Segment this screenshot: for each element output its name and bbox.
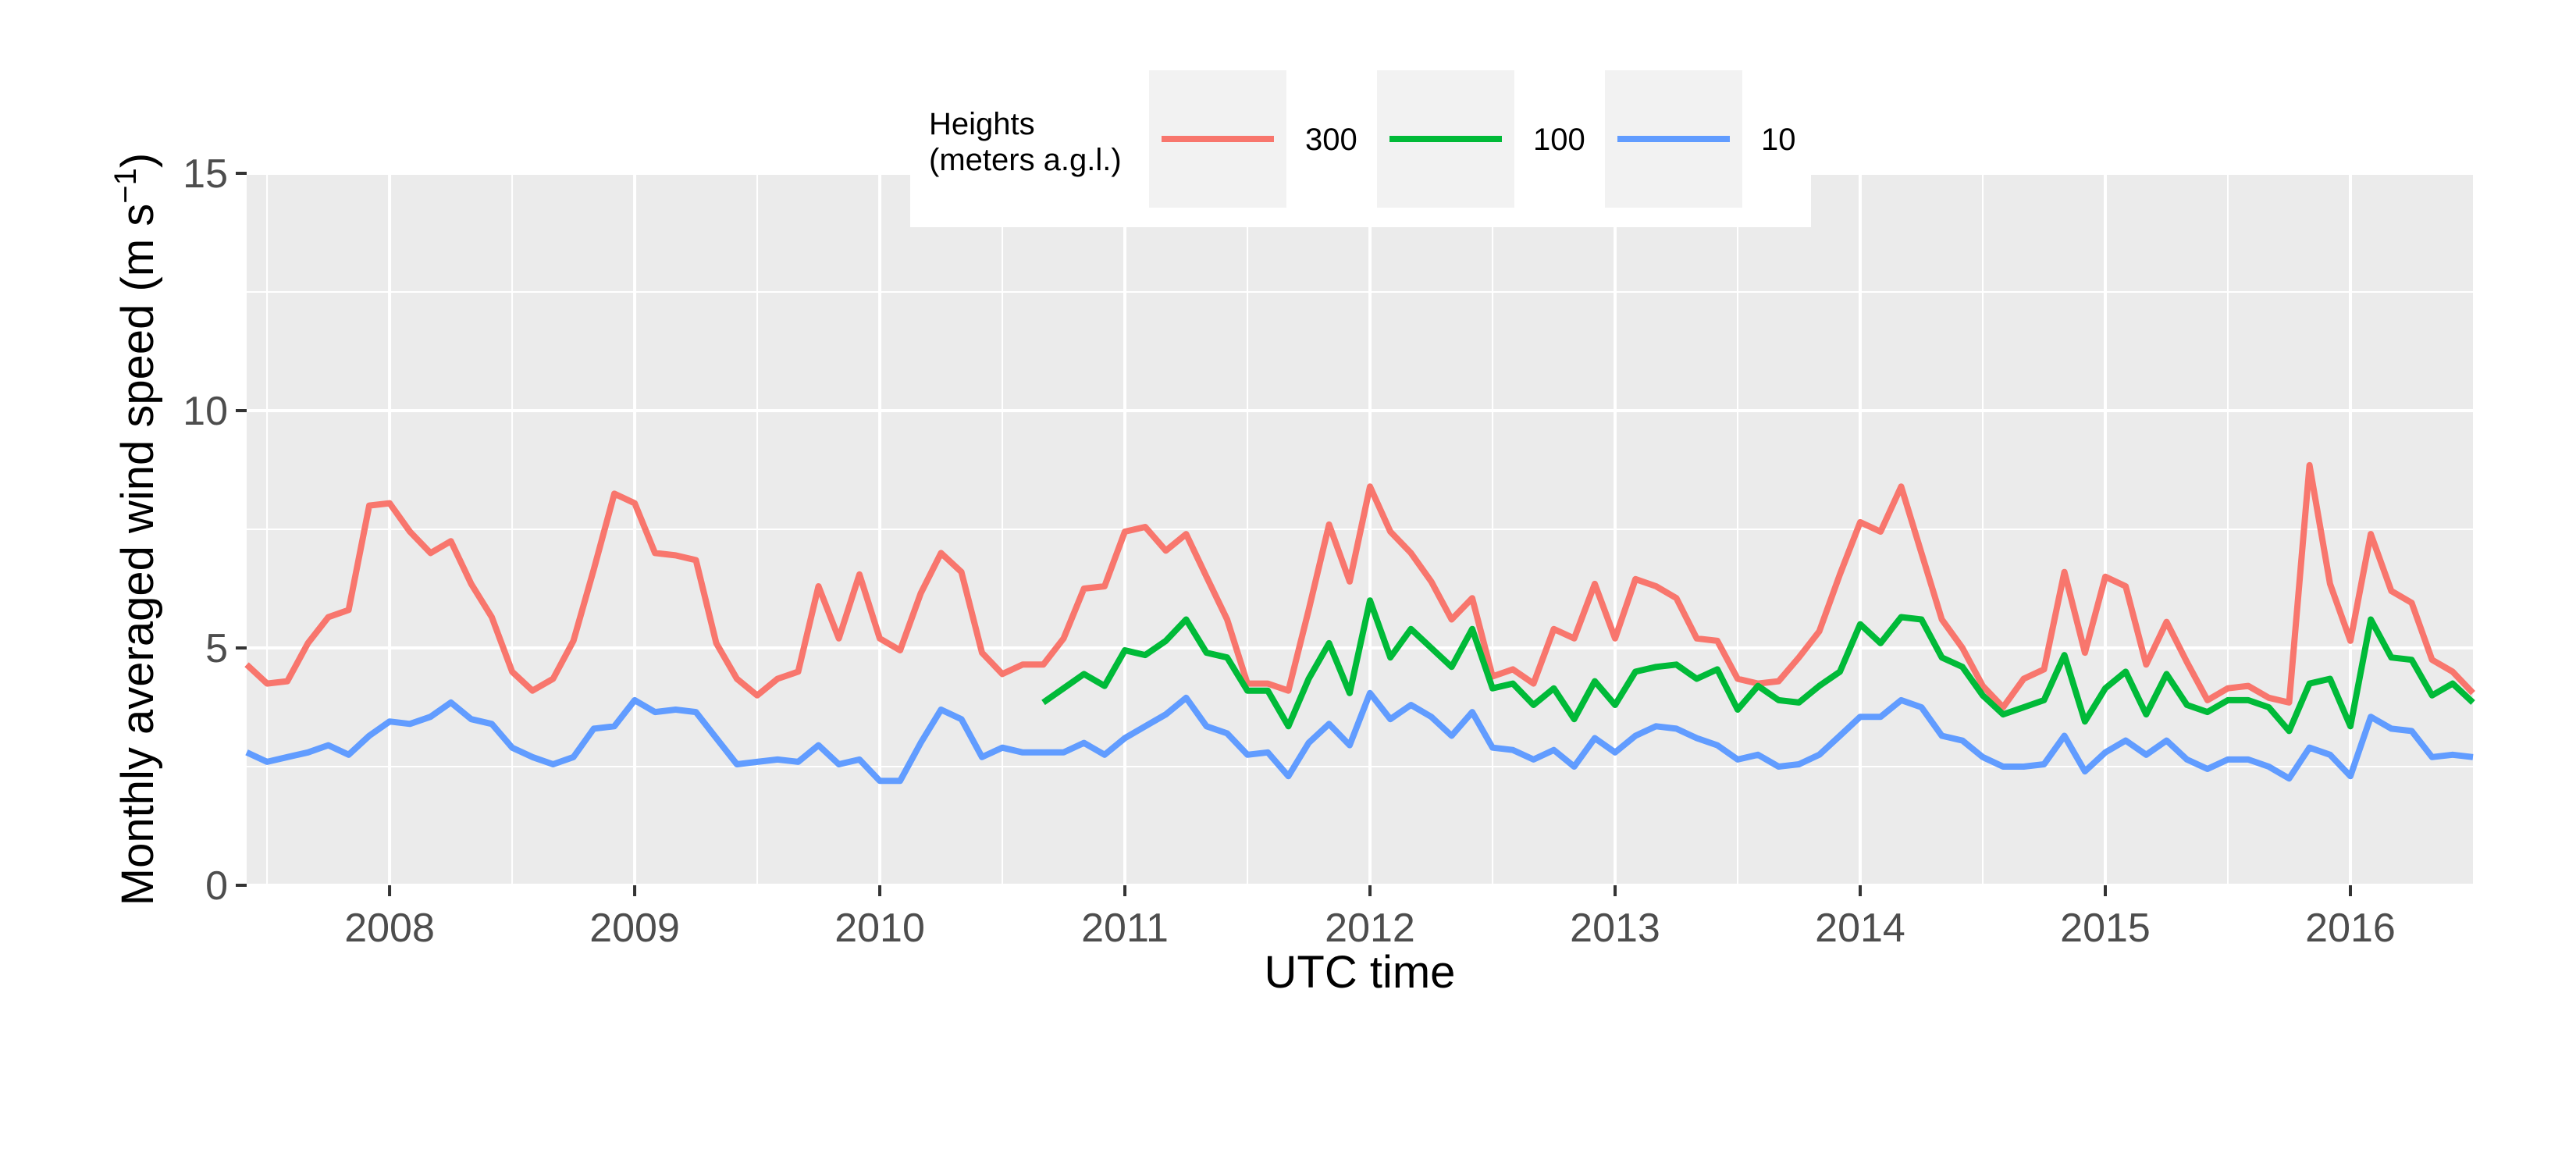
series-line-300 — [244, 461, 2475, 710]
y-tick-label: 0 — [205, 863, 228, 909]
x-tick-label: 2008 — [344, 906, 435, 951]
x-tick-label: 2012 — [1325, 906, 1415, 951]
legend-label-300: 300 — [1305, 123, 1357, 157]
series-lines — [244, 461, 2475, 785]
series-line-10 — [245, 689, 2474, 785]
y-axis-title: Monthly averaged wind speed (m s−1) — [109, 153, 163, 906]
legend-title-line1: Heights — [929, 107, 1035, 141]
x-tick-label: 2016 — [2305, 906, 2396, 951]
legend-title-line2: (meters a.g.l.) — [929, 143, 1122, 177]
x-axis: 2008 2009 2010 2011 2012 2013 2014 2015 2016 — [344, 885, 2396, 951]
y-axis: 0 5 10 15 — [183, 151, 247, 909]
x-tick-label: 2011 — [1081, 906, 1169, 951]
y-tick-label: 10 — [183, 389, 228, 434]
y-axis-title-main: Monthly averaged wind speed (m s — [112, 204, 163, 906]
legend: Heights (meters a.g.l.) 300 100 10 — [910, 68, 1811, 227]
y-axis-title-close: ) — [112, 153, 163, 168]
x-axis-title: UTC time — [1265, 947, 1456, 998]
x-tick-label: 2009 — [589, 906, 680, 951]
legend-keys: 300 100 10 — [1149, 70, 1796, 208]
x-tick-label: 2013 — [1570, 906, 1660, 951]
legend-label-100: 100 — [1533, 123, 1585, 157]
legend-label-10: 10 — [1761, 123, 1796, 157]
x-tick-label: 2010 — [834, 906, 925, 951]
y-tick-label: 5 — [205, 626, 228, 671]
series-line-100 — [1041, 597, 2475, 735]
x-tick-label: 2015 — [2060, 906, 2151, 951]
y-axis-title-superscript: −1 — [109, 168, 143, 204]
x-tick-label: 2014 — [1815, 906, 1905, 951]
y-tick-label: 15 — [183, 151, 228, 197]
